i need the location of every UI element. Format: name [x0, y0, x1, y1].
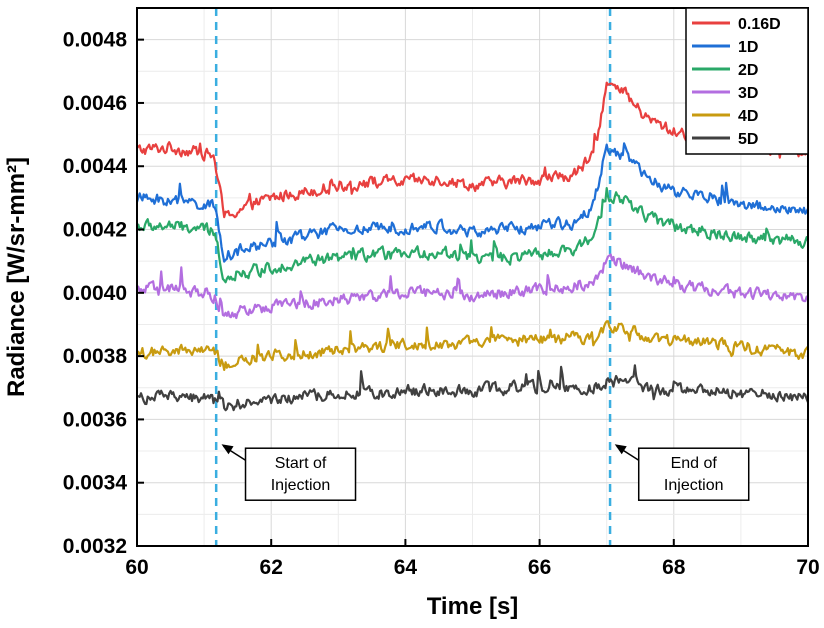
y-tick-label: 0.0032	[63, 535, 127, 558]
series-line-1d	[135, 142, 810, 263]
annotation-box	[244, 447, 357, 501]
legend: 0.16D 1D 2D 3D 4D 5D	[685, 7, 809, 155]
injection-markers	[214, 8, 612, 546]
annotation-text: Injection	[664, 477, 724, 494]
annotations: Start of Injection End of Injection	[221, 444, 750, 501]
annotation-text: End of	[671, 455, 718, 472]
annotation-text: Injection	[271, 477, 331, 494]
legend-label: 1D	[738, 39, 758, 56]
annotation-box	[637, 447, 750, 501]
x-tick-label: 70	[796, 556, 819, 579]
series-line-2d	[136, 187, 810, 284]
y-tick-label: 0.0038	[63, 345, 128, 368]
y-axis-title: Radiance [W/sr-mm²]	[3, 157, 30, 397]
annotation-arrowhead	[221, 444, 234, 455]
x-tick-label: 60	[125, 556, 148, 579]
y-tick-label: 0.0036	[63, 408, 127, 431]
legend-label: 5D	[738, 131, 758, 148]
y-tick-label: 0.0034	[63, 472, 128, 495]
x-tick-label: 68	[662, 556, 686, 579]
legend-label: 2D	[738, 62, 758, 79]
legend-label: 4D	[738, 108, 758, 125]
series-line-4d	[135, 320, 809, 371]
legend-label: 3D	[738, 85, 758, 102]
y-tick-label: 0.0046	[63, 92, 127, 115]
axis-ticks: 60 62 64 66 68 70 0.0032 0.0034 0.0036 0.0038 0.00…	[63, 29, 820, 579]
legend-box	[685, 7, 809, 155]
annotation-text: Start of	[275, 455, 327, 472]
annotation-arrowhead	[614, 444, 627, 455]
x-axis-title: Time [s]	[427, 593, 519, 620]
x-tick-label: 64	[394, 556, 418, 579]
plot-frame	[136, 7, 809, 547]
series-line-5d	[136, 364, 810, 412]
series-line-3d	[136, 253, 809, 320]
y-tick-label: 0.0044	[63, 155, 128, 178]
x-tick-label: 66	[528, 556, 551, 579]
y-tick-label: 0.0040	[63, 282, 127, 305]
legend-label: 0.16D	[738, 16, 781, 33]
y-tick-label: 0.0042	[63, 219, 127, 242]
x-tick-label: 62	[260, 556, 283, 579]
y-tick-label: 0.0048	[63, 29, 128, 52]
